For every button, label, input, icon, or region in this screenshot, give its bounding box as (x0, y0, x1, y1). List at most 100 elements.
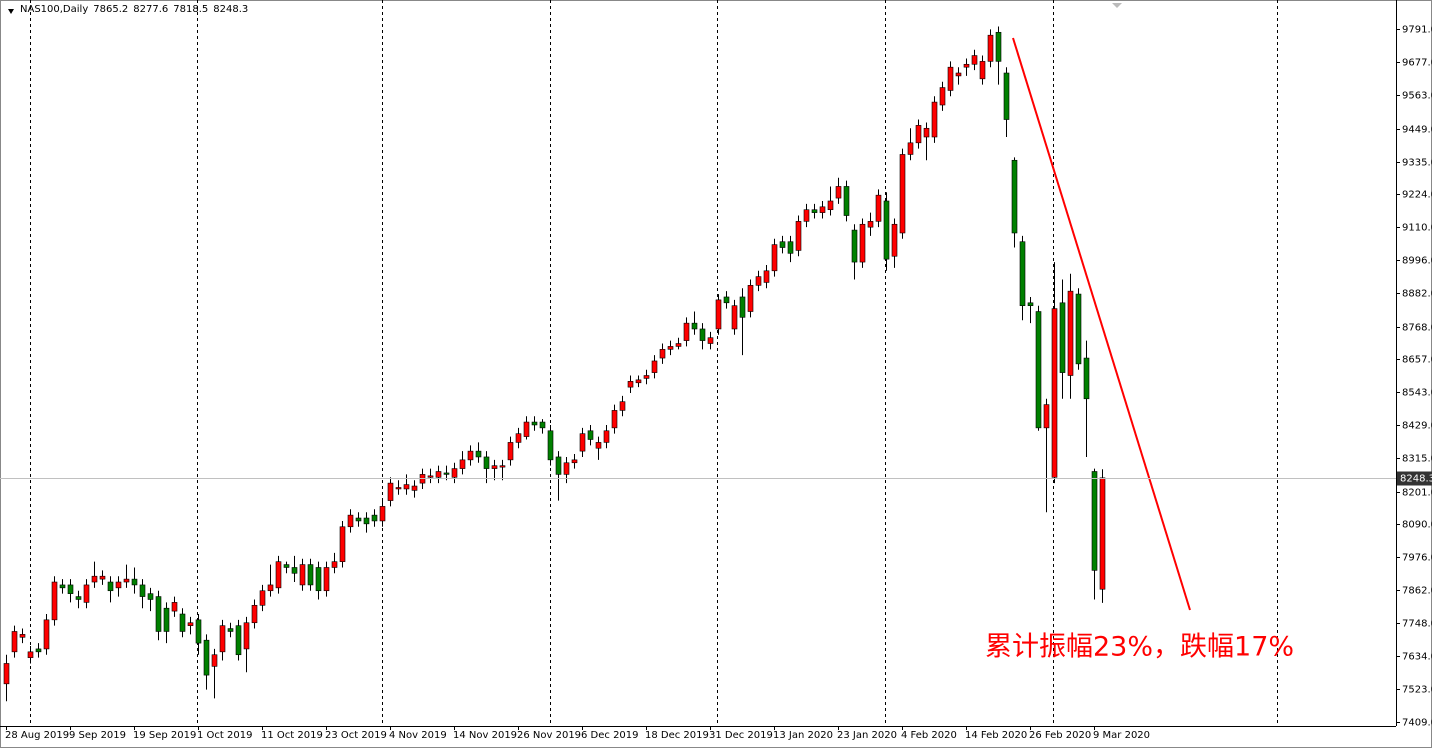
candle-body (75, 596, 82, 600)
x-tick-label: 18 Dec 2019 (645, 730, 709, 741)
y-tick-label: 7862.0 (1402, 586, 1432, 597)
candle-body (923, 127, 930, 138)
candle-body (483, 456, 490, 469)
candle-body (667, 346, 674, 350)
y-tick-label: 8201.0 (1402, 488, 1432, 499)
candle-body (963, 63, 970, 68)
candle-body (99, 575, 106, 580)
price-tag-label: 8248.3 (1400, 474, 1432, 485)
candle-body (187, 622, 194, 626)
candle-body (355, 517, 362, 522)
candle-body (51, 581, 58, 621)
candle-body (403, 484, 410, 490)
y-tick-label: 7523.0 (1402, 685, 1432, 696)
candle-body (563, 462, 570, 475)
candle-body (259, 590, 266, 606)
candle-body (731, 305, 738, 330)
candle-body (739, 296, 746, 318)
candle-body (59, 584, 66, 589)
candle-body (299, 564, 306, 586)
candle-body (979, 61, 986, 80)
candle-body (35, 648, 42, 653)
candle-body (347, 514, 354, 528)
candle-body (435, 471, 442, 478)
candle-body (675, 343, 682, 347)
y-tick-label: 8429.0 (1402, 421, 1432, 432)
candle-body (523, 421, 530, 437)
candle-body (91, 575, 98, 583)
x-tick-label: 6 Dec 2019 (581, 730, 639, 741)
annotation: 累计振幅23%，跌幅17% (985, 632, 1294, 663)
candle-body (539, 421, 546, 429)
price-tag (1397, 471, 1432, 486)
candle-body (891, 223, 898, 257)
candle-body (555, 456, 562, 475)
plot (3, 26, 1106, 702)
y-tick-label: 8996.0 (1402, 256, 1432, 267)
candle-body (411, 485, 418, 491)
candle-body (307, 564, 314, 586)
y-tick-label: 8315.0 (1402, 454, 1432, 465)
candle-body (859, 223, 866, 263)
candle-body (27, 651, 34, 658)
y-tick-label: 7409.0 (1402, 718, 1432, 729)
candle-body (643, 375, 650, 379)
candle-body (787, 241, 794, 254)
candle-body (715, 299, 722, 330)
candle-body (451, 468, 458, 478)
candle-body (811, 209, 818, 213)
candle-body (1075, 293, 1082, 365)
candle-body (779, 241, 786, 248)
candle-body (115, 581, 122, 589)
candle-body (659, 349, 666, 359)
candle-body (227, 628, 234, 632)
candle-body (371, 514, 378, 522)
y-tick-label: 9110.0 (1402, 223, 1432, 234)
candle-body (947, 66, 954, 91)
x-tick-label: 1 Oct 2019 (197, 730, 252, 741)
candle-body (931, 101, 938, 138)
candle-body (19, 634, 26, 638)
candle-body (131, 578, 138, 586)
candle-body (83, 584, 90, 603)
candle-body (147, 593, 154, 600)
candle-body (195, 619, 202, 644)
x-tick-label: 26 Nov 2019 (517, 730, 581, 741)
candle-body (3, 663, 10, 685)
candle-body (211, 654, 218, 667)
candle-body (827, 200, 834, 211)
candle-body (875, 194, 882, 222)
candle-body (915, 125, 922, 144)
candle-body (571, 459, 578, 464)
candle-body (107, 581, 114, 592)
candle-body (1067, 290, 1074, 376)
candle-body (163, 607, 170, 632)
candle-body (547, 430, 554, 461)
candle-body (1059, 302, 1066, 373)
y-tick-label: 8882.0 (1402, 289, 1432, 300)
y-tick-label: 8657.0 (1402, 355, 1432, 366)
header: NAS100,Daily 7865.2 8277.6 7818.5 8248.3 (20, 4, 253, 15)
candle-body (467, 450, 474, 461)
x-tick-label: 31 Dec 2019 (709, 730, 773, 741)
x-tick-label: 23 Jan 2020 (837, 730, 897, 741)
candle-body (707, 337, 714, 344)
candle-body (179, 613, 186, 632)
candle-body (43, 619, 50, 650)
y-tick-label: 7748.0 (1402, 619, 1432, 630)
y-tick-label: 9449.0 (1402, 125, 1432, 136)
candle-body (763, 270, 770, 283)
last-low: 7818.5 (173, 4, 209, 15)
candle-body (443, 472, 450, 475)
candle-body (795, 221, 802, 251)
candle-body (851, 229, 858, 263)
candle-body (499, 465, 506, 468)
candle-body (11, 631, 18, 653)
candle-body (1091, 471, 1098, 571)
candle-body (1035, 311, 1042, 429)
candle-body (819, 206, 826, 213)
symbol: NAS100,Daily (20, 4, 89, 15)
last-close: 8248.3 (213, 4, 249, 15)
